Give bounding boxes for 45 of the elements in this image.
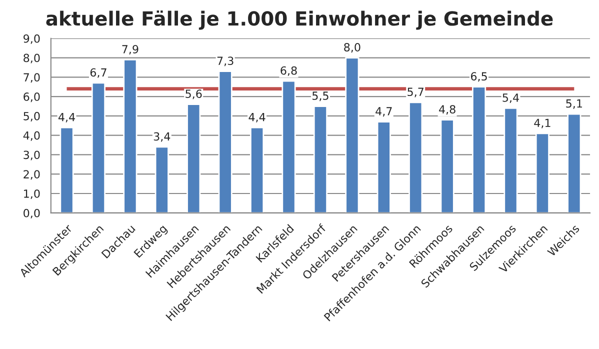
bar (408, 102, 423, 213)
y-tick-label: 9,0 (24, 34, 40, 44)
bar (535, 132, 550, 213)
data-label: 4,4 (58, 113, 75, 122)
bar (472, 86, 486, 213)
bar (567, 113, 582, 213)
data-label: 4,7 (376, 107, 392, 117)
data-label: 7,9 (122, 44, 138, 55)
data-label: 6,5 (470, 72, 487, 82)
y-tick-label: 0,0 (24, 208, 40, 218)
bar (504, 107, 518, 213)
data-label: 6,8 (280, 66, 297, 76)
data-label: 5,5 (312, 92, 328, 102)
bar (282, 80, 296, 213)
y-tick-label: 6,0 (24, 92, 40, 102)
data-label: 4,1 (534, 118, 550, 128)
data-label: 4,8 (439, 105, 456, 115)
y-tick-label: 1,0 (24, 189, 40, 200)
y-tick-label: 7,0 (24, 73, 40, 83)
bar (60, 126, 74, 213)
data-label: 6,7 (90, 68, 106, 78)
bar (313, 106, 328, 213)
bar (345, 57, 360, 213)
chart-title: aktuelle Fälle je 1.000 Einwohner je Gemeinde (46, 10, 553, 30)
bar (186, 104, 201, 213)
bar (218, 70, 232, 213)
data-label: 5,4 (502, 94, 519, 104)
y-tick-label: 5,0 (24, 112, 40, 122)
y-tick-label: 8,0 (24, 54, 40, 64)
data-label: 5,1 (566, 99, 582, 109)
data-label: 3,4 (154, 132, 170, 142)
bar (250, 126, 264, 213)
bar (154, 146, 169, 213)
data-label: 8,0 (344, 43, 360, 53)
y-tick-label: 2,0 (24, 170, 40, 180)
bar (123, 59, 138, 213)
data-label: 5,6 (186, 90, 202, 100)
data-label: 5,7 (408, 88, 424, 98)
data-label: 7,3 (217, 56, 234, 66)
y-tick-label: 3,0 (24, 150, 40, 160)
data-label: 4,4 (248, 113, 266, 122)
bar (376, 121, 391, 213)
y-tick-label: 4,0 (23, 131, 40, 141)
bar (91, 82, 106, 213)
bar (440, 119, 454, 213)
